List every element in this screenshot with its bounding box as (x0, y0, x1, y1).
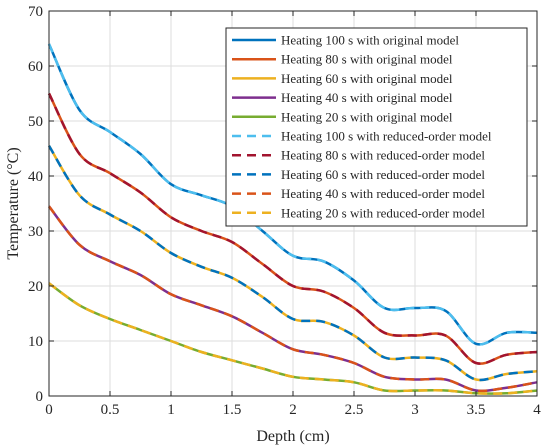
legend-label-6: Heating 100 s with reduced-order model (281, 129, 492, 144)
series-line-7 (47, 92, 538, 365)
x-tick-label: 1.5 (223, 402, 242, 418)
legend-label-10: Heating 20 s with reduced-order model (281, 205, 485, 220)
y-tick-label: 40 (28, 169, 43, 185)
x-axis-label: Depth (cm) (256, 428, 329, 445)
series-lines (47, 43, 538, 395)
x-tick-label: 2.5 (345, 402, 364, 418)
x-tick-label: 3.5 (467, 402, 486, 418)
y-tick-label: 0 (36, 389, 44, 405)
legend-box (225, 27, 528, 227)
y-axis-label: Temperature (°C) (5, 147, 22, 259)
x-tick-label: 2 (289, 402, 297, 418)
legend-label-5: Heating 20 s with original model (281, 109, 453, 124)
x-tick-label: 1 (167, 402, 175, 418)
legend-label-2: Heating 80 s with original model (281, 52, 453, 67)
x-tick-label: 4 (533, 402, 541, 418)
series-line-10 (48, 282, 538, 395)
legend-label-4: Heating 40 s with original model (281, 90, 453, 105)
x-tick-label: 0 (45, 402, 53, 418)
y-tick-label: 70 (28, 4, 43, 20)
y-tick-label: 20 (28, 279, 43, 295)
x-tick-label: 0.5 (101, 402, 120, 418)
y-tick-label: 50 (28, 114, 43, 130)
legend-label-7: Heating 80 s with reduced-order model (281, 148, 485, 163)
legend-label-8: Heating 60 s with reduced-order model (281, 167, 485, 182)
series-line-6 (47, 43, 538, 346)
x-tick-label: 3 (411, 402, 419, 418)
y-tick-label: 30 (28, 224, 43, 240)
legend-label-9: Heating 40 s with reduced-order model (281, 186, 485, 201)
series-line-8 (47, 145, 538, 382)
series-line-9 (48, 205, 538, 393)
y-tick-label: 10 (28, 334, 43, 350)
legend-label-3: Heating 60 s with original model (281, 71, 453, 86)
y-tick-label: 60 (28, 59, 43, 75)
legend-label-1: Heating 100 s with original model (281, 33, 459, 48)
legend: Heating 100 s with original model Heating… (225, 27, 528, 227)
